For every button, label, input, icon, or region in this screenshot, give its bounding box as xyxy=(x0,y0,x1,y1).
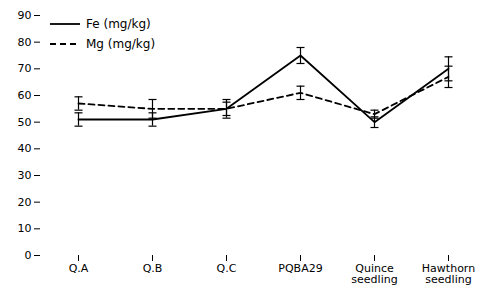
html-text:Mg (mg/kg): Mg (mg/kg) xyxy=(86,37,156,51)
svg-text:PQBA29: PQBA29 xyxy=(278,262,322,275)
svg-text:60: 60 xyxy=(18,89,32,102)
svg-text:50: 50 xyxy=(18,116,32,129)
svg-text:Q.A: Q.A xyxy=(69,262,89,275)
svg-text:Quinceseedling: Quinceseedling xyxy=(351,262,397,286)
svg-text:90: 90 xyxy=(18,9,32,22)
svg-text:Q.B: Q.B xyxy=(143,262,163,275)
svg-text:10: 10 xyxy=(18,222,32,235)
svg-text:80: 80 xyxy=(18,36,32,49)
svg-text:30: 30 xyxy=(18,169,32,182)
svg-text:70: 70 xyxy=(18,62,32,75)
svg-text:Hawthornseedling: Hawthornseedling xyxy=(422,262,475,286)
svg-text:20: 20 xyxy=(18,196,32,209)
svg-text:Q.C: Q.C xyxy=(217,262,237,275)
svg-text:40: 40 xyxy=(18,142,32,155)
svg-text:0: 0 xyxy=(25,249,32,262)
html-text:Fe (mg/kg): Fe (mg/kg) xyxy=(86,17,151,31)
